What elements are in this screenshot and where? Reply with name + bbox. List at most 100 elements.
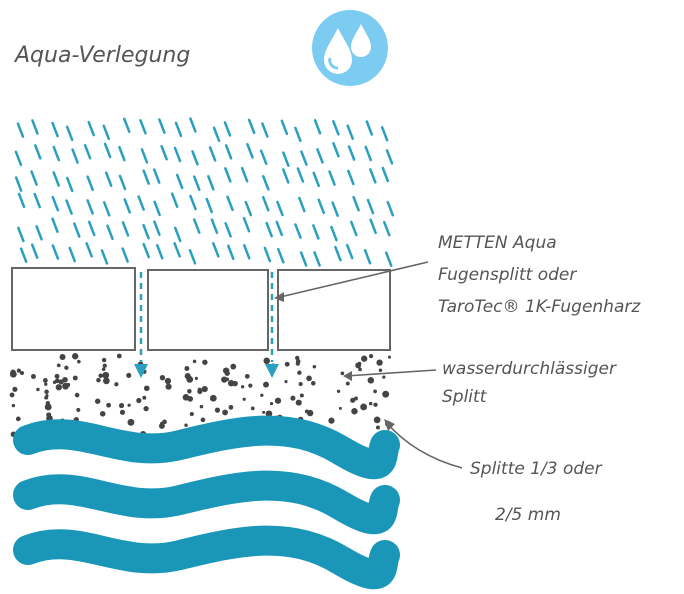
rain-drop	[102, 201, 111, 217]
gravel-dot	[350, 397, 356, 403]
gravel-dot	[44, 389, 49, 395]
rain-drop	[227, 244, 235, 261]
rain-drop	[104, 171, 113, 187]
rain-drop	[369, 168, 377, 184]
rain-drop	[259, 149, 268, 165]
rain-drop	[224, 167, 232, 183]
gravel-dot	[306, 409, 314, 417]
rain-drop	[65, 125, 74, 142]
gravel-dot	[74, 392, 80, 398]
gravel-dot	[373, 389, 377, 394]
rain-drop	[384, 251, 393, 267]
rain-drop	[142, 169, 150, 185]
rain-drop	[332, 120, 340, 136]
gravel-dot	[187, 395, 194, 402]
gravel-dot	[221, 376, 228, 383]
rain-drop	[328, 170, 336, 186]
gravel-dot	[295, 399, 302, 406]
rain-drop	[277, 248, 285, 264]
rain-drop	[261, 195, 270, 212]
rain-drop	[300, 150, 308, 166]
rain-drop	[17, 192, 26, 209]
rain-drop	[137, 195, 145, 211]
rain-drop	[366, 198, 375, 215]
gravel-dot	[250, 406, 255, 411]
rain-drop	[276, 200, 284, 217]
gravel-dot	[76, 407, 81, 413]
title: Aqua-Verlegung	[13, 43, 190, 68]
label-line: TaroTec® 1K-Fugenharz	[438, 297, 641, 317]
rain-drop	[85, 242, 93, 258]
rain-drop	[346, 124, 354, 140]
rain-drop	[364, 145, 372, 162]
leader-arrowheads	[274, 292, 395, 431]
gravel-dot	[200, 417, 206, 423]
gravel-dot	[77, 359, 81, 364]
rain-drop	[152, 168, 161, 184]
gravel-dot	[225, 377, 230, 382]
rain-drop	[313, 251, 321, 267]
gravel-dot	[162, 419, 167, 425]
rain-drop	[262, 175, 270, 191]
rain-drop	[275, 220, 284, 237]
leader-lines	[275, 261, 463, 469]
rain-drop	[170, 192, 179, 208]
gravel-dot	[201, 385, 208, 393]
gravel-dot	[194, 376, 198, 380]
rain-drop	[14, 150, 23, 167]
rain-drop	[68, 246, 76, 263]
gravel-dot	[262, 410, 266, 414]
gravel-dot	[102, 363, 107, 368]
rain-drop	[381, 166, 390, 183]
rain-drop	[350, 220, 358, 237]
label-line: wasserdurchlässiger	[442, 359, 617, 379]
rain-drop	[16, 122, 25, 138]
rain-drop	[123, 117, 131, 134]
rain-drop	[139, 119, 147, 135]
rain-drop	[142, 242, 150, 259]
gravel-dot	[263, 381, 269, 388]
gravel-dot	[19, 370, 25, 376]
rain-drop	[365, 120, 374, 136]
gravel-dot	[345, 381, 350, 386]
gravel-dot	[228, 404, 234, 410]
base-layer-waves	[13, 415, 400, 590]
gravel-dot	[54, 378, 60, 384]
rain-drop	[263, 246, 272, 263]
gravel-dot	[274, 397, 282, 404]
rain-drop	[224, 222, 232, 238]
gravel-dot	[209, 394, 217, 402]
rain-drop	[193, 175, 201, 191]
rain-drop	[52, 145, 61, 162]
gravel-dot	[340, 371, 345, 376]
rain-drop	[316, 148, 324, 164]
gravel-dot	[222, 367, 230, 374]
gravel-dot	[126, 372, 132, 378]
joint-flow	[139, 272, 274, 362]
gravel-dot	[30, 374, 36, 380]
rain-drop	[208, 146, 217, 162]
gravel-dot	[186, 375, 194, 383]
rain-drop	[155, 243, 164, 260]
gravel-dot	[72, 353, 79, 360]
rain-drop	[121, 221, 130, 237]
gravel-dot	[306, 375, 312, 382]
rain-drop	[160, 144, 168, 161]
rain-drop	[205, 197, 213, 214]
rain-drop	[35, 225, 43, 241]
rain-drop	[31, 119, 39, 135]
gravel-dot	[101, 357, 107, 363]
rain-drop	[34, 144, 42, 160]
rain-drop	[100, 249, 109, 265]
rain-drop	[317, 198, 326, 215]
rain-drop	[330, 225, 338, 242]
gravel-dot	[143, 385, 150, 392]
rain-drop	[86, 199, 94, 215]
rain-drop	[332, 141, 340, 158]
gravel-dot	[299, 393, 304, 398]
label-line: Splitt	[442, 387, 488, 407]
rain-drop	[296, 167, 305, 183]
gravel-dot	[382, 390, 390, 398]
rain-drop	[51, 217, 59, 234]
rain-drop	[14, 176, 23, 192]
